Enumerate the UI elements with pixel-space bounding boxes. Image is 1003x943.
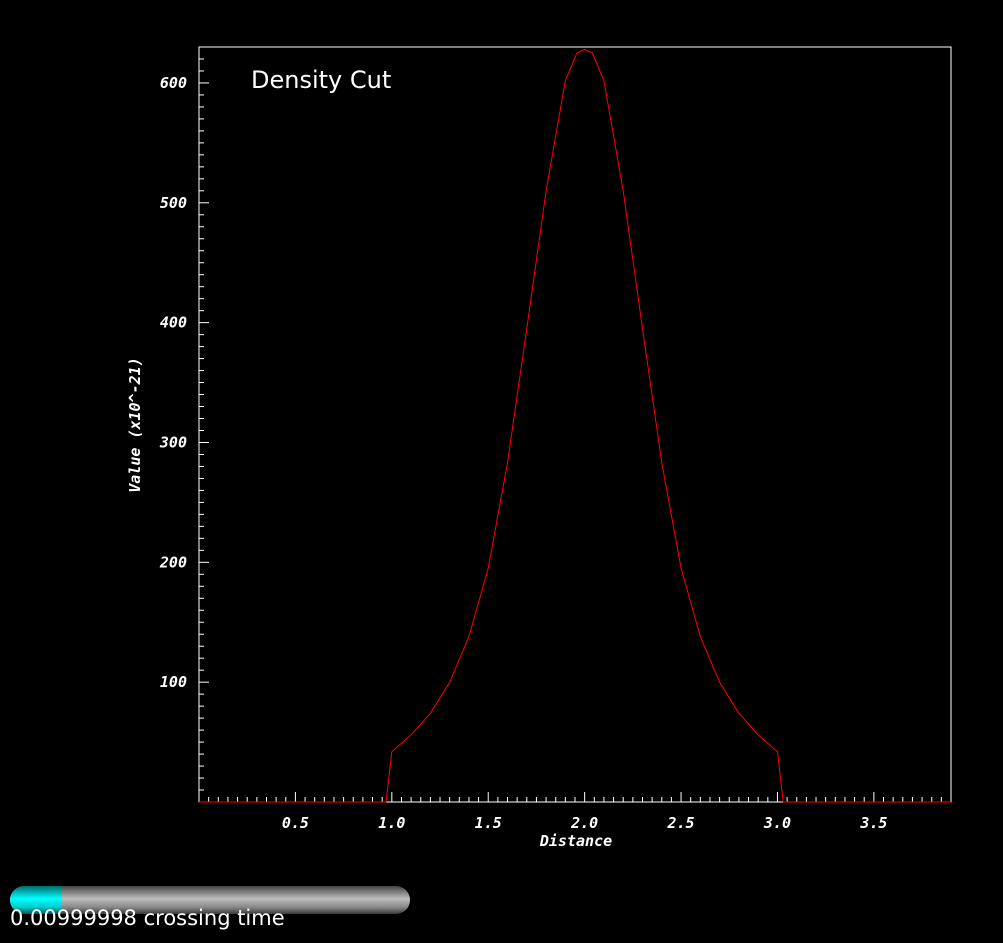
x-tick-label: 1.0 [378,814,405,832]
density-chart: 0.5 1.0 1.5 2.0 2.5 3.0 3.5100200300400500600 … [126,46,952,850]
y-axis-title: Value (x10^-21) [126,357,144,492]
x-tick-label: 0.5 [282,814,309,832]
y-tick-label: 300 [159,433,187,451]
tick-labels: 0.5 1.0 1.5 2.0 2.5 3.0 3.5 100 200 300 400 500 600 [159,74,888,832]
plot-frame [198,46,952,803]
y-tick-label: 600 [160,74,187,92]
series-layer [199,48,951,803]
x-axis-title: Distance [539,832,612,850]
y-tick-label: 100 [160,673,187,691]
x-tick-label: 3.0 [763,814,791,832]
x-tick-label: 2.5 [667,814,695,832]
x-tick-label: 3.5 [859,814,887,832]
time-label: 0.00999998 crossing time [10,906,285,930]
y-tick-label: 400 [160,314,187,332]
time-progress-fill [10,886,62,914]
time-progress-bar [10,886,410,914]
minor-ticks [199,58,942,802]
density-series-line [199,48,951,803]
x-tick-label: 1.5 [475,814,502,832]
chart-title: Density Cut [251,66,391,94]
x-tick-label: 2.0 [570,814,598,832]
plot-border [198,46,952,803]
y-tick-label: 500 [160,194,187,212]
y-tick-label: 200 [159,553,187,571]
